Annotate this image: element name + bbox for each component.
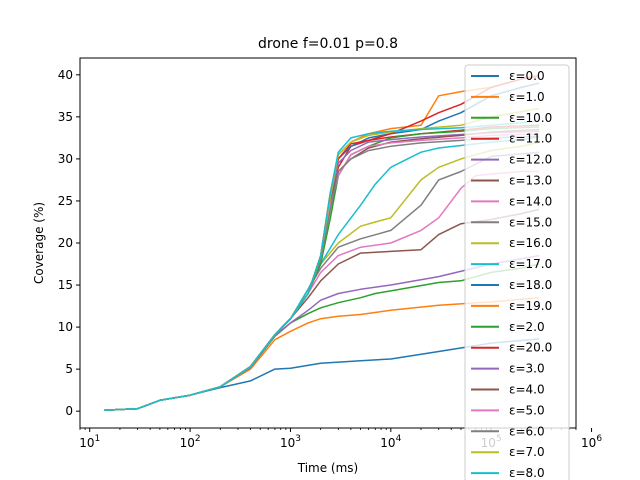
legend-label: ε=18.0 — [509, 278, 552, 292]
legend-label: ε=11.0 — [509, 132, 552, 146]
legend-label: ε=19.0 — [509, 299, 552, 313]
y-tick-label: 25 — [58, 194, 73, 208]
legend-label: ε=10.0 — [509, 111, 552, 125]
y-axis-label: Coverage (%) — [32, 202, 46, 284]
legend-label: ε=5.0 — [509, 403, 545, 417]
y-tick-label: 5 — [65, 362, 73, 376]
legend-label: ε=0.0 — [509, 69, 545, 83]
x-tick-label: 103 — [280, 434, 301, 450]
x-tick-label: 102 — [180, 434, 201, 450]
legend-label: ε=14.0 — [509, 194, 552, 208]
y-tick-label: 35 — [58, 110, 73, 124]
series-line-19 — [104, 120, 540, 412]
legend-label: ε=4.0 — [509, 383, 545, 397]
y-tick-label: 15 — [58, 278, 73, 292]
chart-title: drone f=0.01 p=0.8 — [258, 36, 398, 52]
legend-label: ε=6.0 — [509, 424, 545, 438]
legend-label: ε=17.0 — [509, 257, 552, 271]
legend-label: ε=8.0 — [509, 466, 545, 480]
y-axis: 0 5 10 15 20 25 30 35 40 — [58, 68, 80, 418]
legend-label: ε=20.0 — [509, 341, 552, 355]
y-tick-label: 40 — [58, 68, 73, 82]
x-tick-label: 101 — [79, 434, 100, 450]
y-tick-label: 30 — [58, 152, 73, 166]
legend-label: ε=13.0 — [509, 174, 552, 188]
series-layer — [104, 74, 540, 412]
x-tick-label: 104 — [380, 434, 401, 450]
y-tick-label: 0 — [65, 404, 73, 418]
legend-label: ε=15.0 — [509, 215, 552, 229]
legend-label: ε=16.0 — [509, 236, 552, 250]
x-tick-label: 106 — [581, 434, 602, 450]
legend-box — [464, 64, 570, 480]
x-axis-label: Time (ms) — [297, 461, 359, 475]
legend-label: ε=2.0 — [509, 320, 545, 334]
y-tick-label: 20 — [58, 236, 73, 250]
legend-label: ε=12.0 — [509, 153, 552, 167]
legend-label: ε=7.0 — [509, 445, 545, 459]
legend-label: ε=1.0 — [509, 90, 545, 104]
legend: ε=0.0 ε=1.0 ε=10.0 ε=11.0 ε=12.0 ε=13.0 ε=14.0… — [464, 64, 570, 480]
legend-label: ε=3.0 — [509, 362, 545, 376]
y-tick-label: 10 — [58, 320, 73, 334]
